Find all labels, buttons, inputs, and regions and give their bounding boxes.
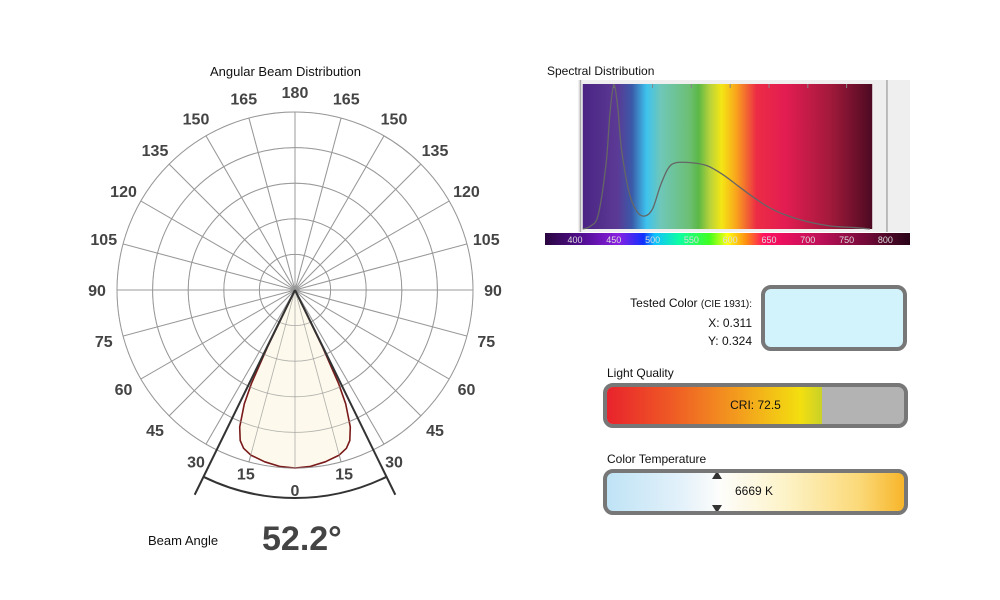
angle-label: 120 bbox=[453, 184, 480, 201]
polar-title: Angular Beam Distribution bbox=[210, 64, 362, 79]
x-tick-label: 500 bbox=[645, 235, 660, 245]
polar-spoke-overlay bbox=[122, 289, 296, 337]
angle-label: 180 bbox=[282, 85, 309, 102]
cri-bar: CRI: 72.5 bbox=[603, 383, 908, 428]
polar-spoke-overlay bbox=[294, 243, 468, 291]
angle-label: 75 bbox=[95, 334, 113, 351]
spectrum-curve bbox=[582, 84, 870, 230]
polar-spoke-overlay bbox=[294, 289, 422, 417]
color-temp-bar: 6669 K bbox=[603, 469, 908, 515]
polar-spoke-overlay bbox=[294, 289, 342, 463]
polar-spoke-overlay bbox=[140, 289, 296, 380]
angle-label: 15 bbox=[237, 467, 255, 484]
x-tick-label: 400 bbox=[567, 235, 582, 245]
polar-spoke-overlay bbox=[140, 200, 296, 291]
arrow-down-icon bbox=[711, 505, 722, 511]
angle-label: 90 bbox=[484, 283, 502, 300]
tested-color-y: Y: 0.324 bbox=[707, 334, 752, 348]
x-tick-label: 750 bbox=[839, 235, 854, 245]
beam-angle-value: 52.2° bbox=[262, 520, 342, 558]
angle-label: 150 bbox=[183, 112, 210, 129]
arrow-up-icon bbox=[711, 473, 722, 479]
angle-label: 105 bbox=[473, 232, 500, 249]
angle-label: 60 bbox=[115, 382, 133, 399]
polar-spoke-overlay bbox=[168, 163, 296, 291]
tested-color-x: X: 0.311 bbox=[708, 316, 752, 330]
polar-spoke-overlay bbox=[294, 289, 450, 380]
angle-label: 165 bbox=[333, 92, 360, 109]
angle-label: 30 bbox=[385, 454, 403, 471]
tested-color-swatch bbox=[761, 285, 907, 351]
polar-spoke-overlay bbox=[168, 289, 296, 417]
wavelength-axis-bar bbox=[545, 233, 910, 245]
tested-color-text: Tested Color (CIE 1931): X: 0.311 Y: 0.3… bbox=[630, 294, 752, 350]
spectrum-chart: 400 450 500 550 600 650 700 750 800 bbox=[545, 80, 910, 245]
polar-spoke-overlay bbox=[248, 289, 296, 463]
beam-angle-label: Beam Angle bbox=[148, 533, 219, 548]
angle-label: 60 bbox=[458, 382, 476, 399]
spectrum-title: Spectral Distribution bbox=[547, 64, 655, 78]
polar-spoke-overlay bbox=[205, 135, 296, 291]
color-temp-value: 6669 K bbox=[735, 484, 774, 498]
polar-spoke-overlay bbox=[294, 289, 468, 337]
angle-label: 75 bbox=[477, 334, 495, 351]
polar-spoke-overlay bbox=[294, 135, 385, 291]
x-tick-label: 450 bbox=[606, 235, 621, 245]
angle-label: 0 bbox=[291, 483, 300, 500]
polar-spoke-overlay bbox=[248, 117, 296, 291]
polar-spoke-overlay bbox=[294, 163, 422, 291]
beam-edge-line bbox=[193, 289, 296, 496]
color-temp-marker bbox=[710, 473, 724, 511]
x-tick-label: 600 bbox=[723, 235, 738, 245]
polar-spoke-overlay bbox=[122, 243, 296, 291]
x-tick-label: 800 bbox=[878, 235, 893, 245]
spectrum-band bbox=[582, 84, 873, 229]
x-tick-label: 700 bbox=[800, 235, 815, 245]
x-tick-label: 650 bbox=[761, 235, 776, 245]
tested-color-label: Tested Color bbox=[630, 296, 698, 310]
polar-chart: 0 15 30 45 60 75 90 105 120 135 150 165 180 15 30 45 60 7… bbox=[88, 85, 502, 500]
x-tick-label: 550 bbox=[684, 235, 699, 245]
tested-color-suffix: (CIE 1931): bbox=[700, 299, 752, 310]
beam-edge-line bbox=[294, 289, 397, 496]
light-quality-label: Light Quality bbox=[607, 366, 674, 380]
polar-spoke-overlay bbox=[294, 200, 450, 291]
polar-spoke-overlay bbox=[294, 289, 385, 445]
angle-label: 45 bbox=[426, 423, 444, 440]
cri-bar-fill bbox=[607, 387, 823, 424]
cri-value: CRI: 72.5 bbox=[730, 398, 781, 412]
angle-label: 165 bbox=[230, 92, 257, 109]
angle-label: 30 bbox=[187, 454, 205, 471]
angle-label: 120 bbox=[110, 184, 137, 201]
beam-angle-arc bbox=[203, 475, 387, 499]
angle-label: 45 bbox=[146, 423, 164, 440]
polar-spoke-overlay bbox=[205, 289, 296, 445]
angle-label: 150 bbox=[381, 112, 408, 129]
angle-label: 135 bbox=[422, 143, 449, 160]
color-temp-label: Color Temperature bbox=[607, 452, 707, 466]
angle-label: 105 bbox=[90, 232, 117, 249]
polar-spoke-overlay bbox=[294, 117, 342, 291]
angle-label: 90 bbox=[88, 283, 106, 300]
angle-label: 15 bbox=[335, 467, 353, 484]
angle-label: 135 bbox=[142, 143, 169, 160]
